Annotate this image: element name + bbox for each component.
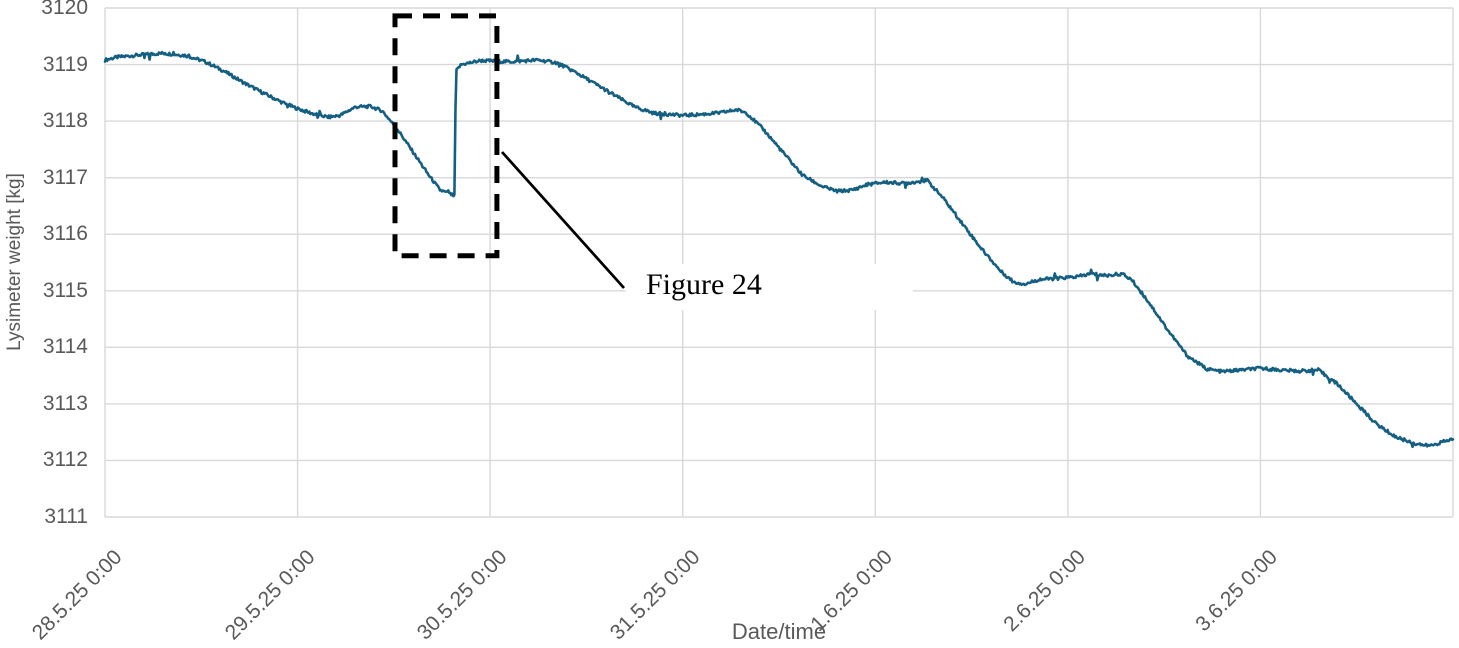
y-tick-label: 3113 — [42, 392, 88, 415]
y-tick-label: 3118 — [42, 109, 88, 132]
lysimeter-weight-line — [103, 50, 1455, 449]
highlight-dashed-box — [392, 13, 500, 259]
annotation-leader-line — [500, 151, 626, 289]
y-axis-title: Lysimeter weight [kg] — [4, 173, 25, 351]
y-tick-label: 3114 — [42, 335, 88, 358]
y-tick-label: 3115 — [42, 279, 88, 302]
figure-reference-label: Figure 24 — [646, 268, 762, 301]
y-tick-label: 3116 — [42, 222, 88, 245]
x-axis-title: Date/time — [731, 619, 827, 644]
y-tick-label: 3111 — [44, 505, 88, 528]
figure-label-background — [626, 264, 913, 310]
y-tick-label: 3112 — [42, 448, 88, 471]
y-tick-label: 3117 — [42, 166, 88, 189]
y-tick-label: 3119 — [42, 53, 88, 76]
y-tick-label: 3120 — [41, 0, 88, 19]
